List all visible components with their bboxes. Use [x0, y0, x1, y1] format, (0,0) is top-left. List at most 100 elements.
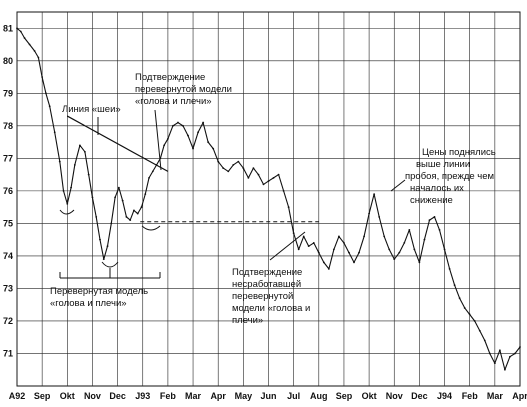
- data-point: [237, 160, 240, 163]
- data-point: [252, 167, 255, 170]
- data-point: [363, 235, 365, 238]
- data-point: [197, 131, 199, 134]
- x-tick-label: A92: [9, 391, 26, 401]
- x-tick-label: Sep: [34, 391, 51, 401]
- data-point: [423, 238, 426, 241]
- y-tick-label: 75: [3, 218, 13, 228]
- y-tick-label: 77: [3, 153, 13, 163]
- data-point: [398, 251, 401, 254]
- x-tick-label: Mar: [487, 391, 504, 401]
- data-point: [125, 215, 128, 218]
- data-point: [121, 199, 124, 202]
- data-point: [87, 173, 90, 176]
- y-tick-label: 73: [3, 283, 13, 293]
- data-point: [438, 228, 441, 231]
- pattern-bracket: [59, 268, 161, 279]
- data-point: [144, 193, 147, 196]
- x-tick-label: Dec: [109, 391, 126, 401]
- neckline: [67, 115, 169, 172]
- data-point: [217, 160, 220, 163]
- data-point: [114, 196, 116, 199]
- data-point: [33, 50, 36, 52]
- data-point: [418, 261, 421, 264]
- data-point: [509, 355, 511, 358]
- data-point: [514, 352, 516, 355]
- x-tick-label: Nov: [386, 391, 403, 401]
- x-tick-label: Sep: [336, 391, 353, 401]
- data-point: [212, 147, 215, 150]
- data-point: [312, 242, 315, 244]
- data-point: [140, 206, 143, 209]
- data-point: [443, 248, 446, 251]
- data-point: [62, 189, 65, 192]
- data-point: [403, 242, 406, 244]
- data-point: [322, 261, 325, 264]
- x-tick-label: Okt: [362, 391, 377, 401]
- data-point: [378, 215, 381, 218]
- data-point: [73, 163, 76, 166]
- confirmation-arrow: [154, 109, 162, 171]
- y-tick-label: 80: [3, 56, 13, 66]
- x-tick-label: Apr: [210, 391, 226, 401]
- data-point: [388, 248, 391, 251]
- x-tick-label: Feb: [462, 391, 479, 401]
- data-point: [53, 131, 56, 134]
- data-point: [167, 137, 169, 140]
- data-point: [247, 176, 250, 179]
- data-point: [453, 284, 456, 287]
- data-point: [343, 242, 345, 244]
- data-point: [177, 121, 179, 124]
- x-tick-label: May: [235, 391, 253, 401]
- data-point: [232, 163, 235, 166]
- x-tick-label: J94: [437, 391, 452, 401]
- x-tick-label: Dec: [411, 391, 428, 401]
- x-tick-label: Jul: [287, 391, 300, 401]
- x-tick-label: J93: [135, 391, 150, 401]
- data-point: [413, 248, 416, 251]
- data-point: [262, 183, 265, 186]
- data-point: [307, 245, 310, 248]
- data-point: [58, 160, 61, 163]
- x-tick-label: Mar: [185, 391, 202, 401]
- y-tick-label: 78: [3, 121, 13, 131]
- data-point: [433, 215, 436, 218]
- price-series: [16, 27, 521, 371]
- data-point: [148, 176, 150, 179]
- shoulder-head-arcs: [59, 209, 161, 268]
- data-point: [383, 235, 386, 238]
- x-tick-label: Apr: [512, 391, 527, 401]
- data-point: [37, 56, 40, 59]
- data-point: [498, 349, 501, 352]
- data-point: [519, 346, 521, 348]
- data-point: [41, 76, 44, 78]
- data-point: [292, 232, 295, 235]
- data-point: [242, 167, 245, 170]
- data-point: [133, 209, 135, 212]
- data-point: [227, 170, 230, 173]
- data-point: [163, 144, 166, 147]
- data-point: [28, 43, 31, 46]
- confirmation-label: Подтверждение перевернутой модели «голов…: [135, 72, 235, 107]
- data-point: [91, 196, 94, 199]
- data-point: [70, 186, 72, 189]
- x-axis-ticks: A92 Sep Okt Nov Dec J93 Feb Mar Apr May Jun Jul Aug S…: [9, 391, 527, 401]
- data-point: [483, 339, 486, 342]
- data-point: [282, 189, 285, 192]
- y-tick-label: 71: [3, 348, 13, 358]
- data-point: [155, 163, 158, 166]
- data-point: [151, 170, 154, 173]
- data-point: [338, 235, 340, 238]
- data-point: [272, 176, 275, 179]
- failed-arrow: [269, 231, 306, 261]
- data-point: [332, 248, 335, 251]
- rebound-arrow: [390, 179, 406, 192]
- data-point: [19, 30, 22, 33]
- data-point: [182, 124, 184, 127]
- neckline-label: Линия «шеи»: [62, 104, 121, 115]
- data-point: [493, 362, 496, 365]
- x-tick-label: Jun: [260, 391, 276, 401]
- data-point: [353, 261, 355, 264]
- pattern-lines: [67, 115, 319, 223]
- data-point: [348, 251, 350, 254]
- failed-label: Подтверждение несработавшей перевернутой…: [232, 267, 313, 326]
